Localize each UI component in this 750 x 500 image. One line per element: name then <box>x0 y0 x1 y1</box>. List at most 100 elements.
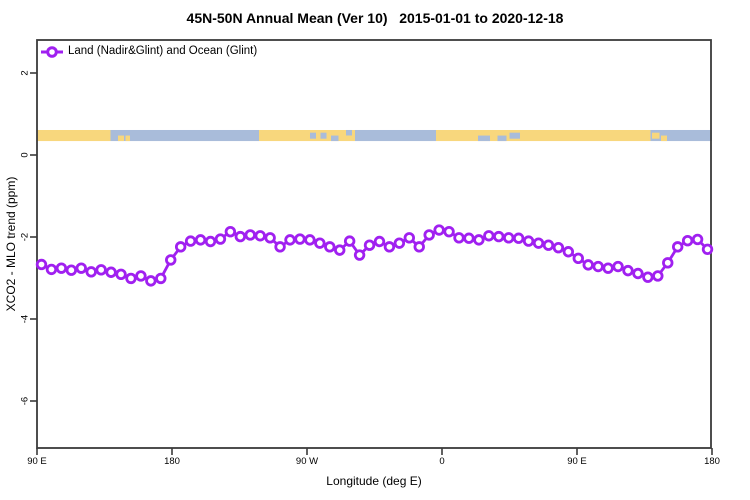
series-marker <box>125 272 137 285</box>
series-marker <box>95 264 107 276</box>
series-marker <box>224 225 237 238</box>
series-marker <box>85 266 97 278</box>
series-marker <box>632 267 644 280</box>
map-strip-ocean-atlantic <box>355 129 436 142</box>
series-marker <box>324 241 336 253</box>
series-marker <box>642 271 654 283</box>
map-strip-detail-gulf-st-lawrence <box>346 129 352 136</box>
series-marker <box>622 264 634 277</box>
map-strip-detail-great-lakes-east <box>320 132 327 139</box>
x-tick-label-5: 180 <box>704 456 720 467</box>
series-marker <box>532 237 545 249</box>
x-tick-label-4: 90 E <box>567 456 587 467</box>
series-marker <box>652 270 664 282</box>
series-marker <box>353 249 366 261</box>
map-strip-detail-caspian-sea <box>509 132 520 139</box>
series-marker <box>512 232 525 244</box>
series-marker <box>393 237 406 249</box>
y-tick-label-0: 2 <box>19 70 31 76</box>
map-strip-land-north-america <box>259 129 355 142</box>
map-strip-detail-kuril-islands <box>661 135 667 142</box>
series-marker <box>433 224 445 236</box>
map-strip-ocean-nw-pacific <box>650 129 712 142</box>
map-strip-detail-great-lakes-west <box>310 132 316 139</box>
series-marker <box>174 241 187 253</box>
series-marker <box>691 233 704 246</box>
series-marker <box>463 232 475 244</box>
series-marker <box>105 266 117 278</box>
map-strip-detail-sakhalin-japan <box>118 135 124 142</box>
series-marker <box>542 239 555 251</box>
plot-box <box>36 39 712 449</box>
series-marker <box>552 241 565 254</box>
series-marker <box>443 225 455 238</box>
map-strip-land-europe-asia <box>436 129 651 142</box>
series-marker <box>363 239 376 251</box>
series-marker <box>274 241 286 253</box>
series-marker <box>234 230 247 243</box>
series-marker <box>284 234 296 246</box>
map-strip <box>37 129 712 142</box>
axis-ticks <box>30 72 713 455</box>
legend-circle-icon <box>46 46 58 58</box>
series-marker <box>383 241 396 253</box>
series-marker <box>45 263 58 276</box>
series-marker <box>294 233 306 245</box>
series-marker <box>483 230 495 242</box>
map-strip-detail-sakhalin <box>652 132 660 139</box>
series-marker <box>65 264 78 276</box>
series-marker <box>662 257 674 269</box>
series-marker <box>493 230 505 243</box>
series-marker <box>582 259 594 271</box>
series-marker <box>314 237 326 249</box>
series-marker <box>612 260 624 273</box>
x-tick-label-3: 0 <box>439 456 445 467</box>
series-marker <box>592 260 604 273</box>
y-tick-label-3: -4 <box>19 314 31 324</box>
series-marker <box>522 235 535 247</box>
series-marker <box>473 234 485 246</box>
map-strip-ocean-pacific <box>110 129 259 142</box>
series-marker <box>671 241 684 253</box>
series-marker <box>423 229 435 241</box>
map-strip-land-asia <box>37 129 111 142</box>
map-strip-detail-kuril-islands <box>125 135 130 142</box>
series-marker <box>562 246 575 258</box>
y-tick-label-2: -2 <box>19 232 31 242</box>
legend-marker <box>41 46 63 58</box>
x-tick-label-2: 90 W <box>295 456 319 467</box>
series-marker <box>75 262 87 274</box>
x-axis-label: Longitude (deg E) <box>326 474 422 488</box>
series-marker <box>135 270 147 282</box>
map-strip-detail-black-sea <box>478 135 490 142</box>
series-marker <box>334 244 346 256</box>
x-tick-label-0: 90 E <box>27 456 47 467</box>
series-marker <box>254 230 266 242</box>
series-marker <box>453 232 465 244</box>
series-marker <box>602 262 614 274</box>
series-marker <box>503 232 515 244</box>
map-strip-detail-black-sea-east <box>497 135 507 142</box>
series-marker <box>35 258 48 271</box>
series-marker <box>55 262 68 274</box>
chart-title: 45N-50N Annual Mean (Ver 10) 2015-01-01 … <box>186 10 564 26</box>
series-marker <box>572 252 584 265</box>
map-strip-detail-st-lawrence <box>331 135 339 142</box>
series-marker <box>413 241 425 253</box>
y-tick-label-1: 0 <box>19 152 31 158</box>
series-marker <box>304 234 316 246</box>
series-marker <box>204 235 217 248</box>
y-tick-label-4: -6 <box>19 396 31 406</box>
series-marker <box>681 234 694 247</box>
series-marker <box>701 243 714 256</box>
legend-label: Land (Nadir&Glint) and Ocean (Glint) <box>68 45 258 57</box>
series-marker <box>194 234 207 246</box>
series-marker <box>343 235 356 247</box>
series-marker <box>115 268 127 281</box>
y-axis-label: XCO2 - MLO trend (ppm) <box>4 176 18 312</box>
series-marker <box>165 254 177 266</box>
series-marker <box>155 272 167 285</box>
series-marker <box>403 232 415 244</box>
